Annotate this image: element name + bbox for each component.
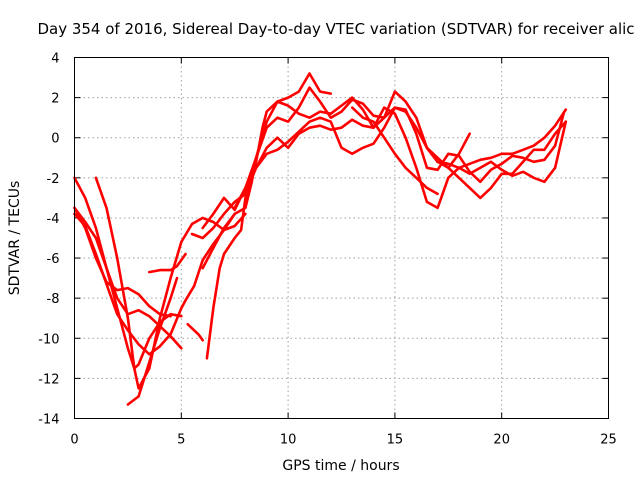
grid xyxy=(74,57,609,419)
series-trace-6 xyxy=(126,276,179,406)
y-tick-label: -4 xyxy=(47,212,60,227)
y-tick-label: 0 xyxy=(51,132,59,147)
x-tick-label: 25 xyxy=(600,433,617,448)
x-tick-label: 15 xyxy=(387,433,404,448)
series-trace-14 xyxy=(350,106,439,196)
chart-title: Day 354 of 2016, Sidereal Day-to-day VTE… xyxy=(37,20,634,38)
y-tick-label: -2 xyxy=(47,172,60,187)
y-tick-label: -10 xyxy=(38,332,59,347)
series-trace-12 xyxy=(201,96,568,230)
series-trace-15 xyxy=(425,132,472,170)
series-trace-4 xyxy=(94,176,247,390)
series-trace-10 xyxy=(201,86,565,270)
y-tick-label: 4 xyxy=(51,52,59,67)
y-tick-label: -14 xyxy=(38,413,59,428)
plot-frame xyxy=(74,57,609,419)
y-tick-label: -12 xyxy=(38,372,59,387)
x-tick-label: 10 xyxy=(280,433,297,448)
x-tick-label: 20 xyxy=(493,433,510,448)
y-tick-label: -8 xyxy=(47,292,60,307)
series-trace-7 xyxy=(148,252,187,274)
x-tick-label: 5 xyxy=(177,433,185,448)
y-tick-label: 2 xyxy=(51,92,59,107)
y-tick-label: -6 xyxy=(47,252,60,267)
plot-area xyxy=(73,72,568,406)
series-trace-11 xyxy=(190,106,568,240)
y-axis-label: SDTVAR / TECUs xyxy=(7,181,23,296)
series-trace-5 xyxy=(73,206,172,318)
series-trace-13 xyxy=(233,90,568,210)
x-tick-label: 0 xyxy=(70,433,78,448)
x-axis-label: GPS time / hours xyxy=(282,458,399,474)
series-trace-8 xyxy=(186,322,204,342)
